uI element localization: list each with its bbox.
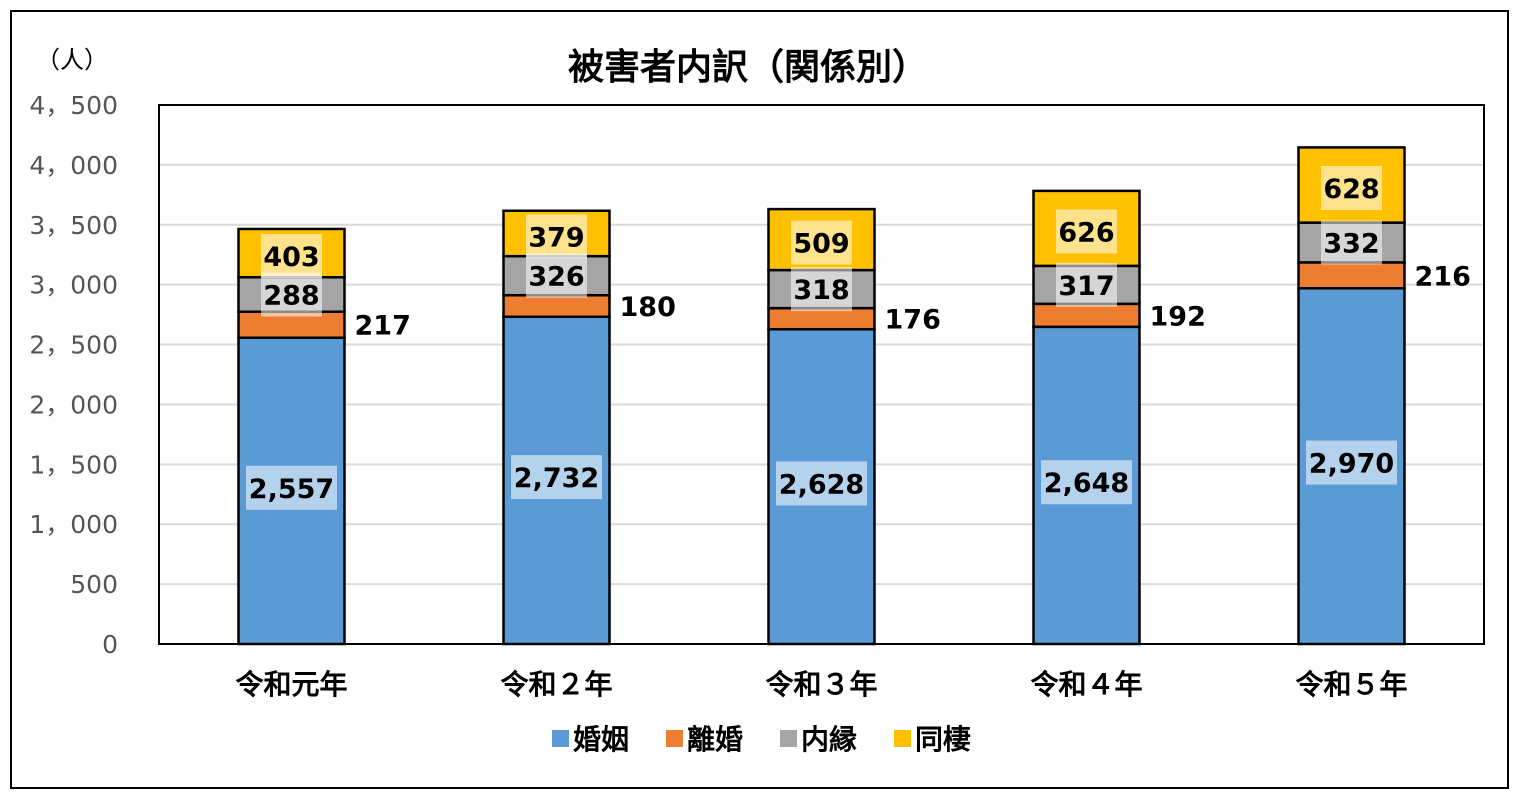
y-axis-unit: （人）: [36, 46, 108, 74]
x-tick-label: 令和２年: [500, 668, 612, 701]
y-tick-label: 3，500: [29, 211, 118, 240]
y-tick-label: 1，000: [29, 510, 118, 539]
y-tick-label: 500: [70, 570, 118, 599]
legend-label: 離婚: [687, 723, 743, 756]
y-tick-label: 0: [102, 630, 118, 659]
legend-label: 内縁: [801, 723, 857, 756]
data-labels: 2,557 217 288 403 2,732 180 326 379 2,628 176 318 5…: [246, 166, 1471, 510]
data-label: 509: [793, 229, 849, 260]
data-label-background: [1041, 460, 1132, 505]
data-label: 628: [1323, 174, 1379, 205]
data-label: 317: [1058, 271, 1114, 302]
data-label: 2,970: [1309, 449, 1394, 480]
bar-segment-離婚: [767, 306, 876, 331]
legend-swatch-婚姻: [552, 730, 569, 747]
data-label: 176: [885, 305, 941, 336]
data-label: 2,732: [514, 463, 599, 494]
data-label: 288: [263, 280, 319, 311]
x-axis-ticks: 令和元年 令和２年 令和３年 令和４年 令和５年: [235, 668, 1407, 701]
chart-title: 被害者内訳（関係別）: [568, 47, 928, 88]
data-label-background: [526, 214, 587, 259]
data-label: 2,628: [779, 469, 864, 500]
x-tick-label: 令和４年: [1030, 668, 1142, 701]
y-tick-label: 4，500: [29, 91, 118, 120]
data-label-background: [246, 465, 337, 510]
data-label: 180: [620, 292, 676, 323]
data-label: 217: [355, 311, 411, 342]
legend-label: 同棲: [915, 723, 971, 756]
y-axis-ticks: 0 500 1，000 1，500 2，000 2，500 3，000 3，500 4，000 4…: [29, 91, 118, 659]
legend: 婚姻 離婚 内縁 同棲: [552, 723, 971, 756]
data-label: 216: [1415, 261, 1471, 292]
y-tick-label: 2，500: [29, 331, 118, 360]
y-tick-label: 3，000: [29, 271, 118, 300]
data-label-background: [791, 267, 852, 312]
data-label: 626: [1058, 217, 1114, 248]
data-label: 2,648: [1044, 468, 1129, 499]
data-label-background: [526, 253, 587, 298]
data-label-background: [261, 234, 322, 279]
plot-area-border: [158, 104, 1485, 645]
data-label: 403: [263, 242, 319, 273]
y-tick-label: 1，500: [29, 450, 118, 479]
data-label: 379: [528, 222, 584, 253]
y-tick-label: 2，000: [29, 390, 118, 419]
data-label: 2,557: [249, 474, 334, 505]
data-label-background: [511, 455, 602, 500]
legend-swatch-離婚: [666, 730, 683, 747]
data-label-background: [1321, 220, 1382, 265]
y-tick-label: 4，000: [29, 151, 118, 180]
legend-swatch-同棲: [894, 730, 911, 747]
bar-segment-離婚: [502, 293, 611, 319]
x-tick-label: 令和５年: [1295, 668, 1407, 701]
bar-segment-離婚: [1032, 302, 1141, 329]
data-label: 318: [793, 275, 849, 306]
data-label-background: [261, 272, 322, 317]
data-label-background: [1321, 166, 1382, 211]
x-tick-label: 令和元年: [235, 668, 347, 701]
data-label: 332: [1323, 229, 1379, 260]
data-label-background: [1306, 440, 1397, 485]
bar-segment-離婚: [1297, 261, 1406, 290]
data-label-background: [1056, 262, 1117, 307]
data-label: 326: [528, 262, 584, 293]
x-tick-label: 令和３年: [765, 668, 877, 701]
legend-swatch-内縁: [780, 730, 797, 747]
data-label-background: [776, 461, 867, 506]
legend-label: 婚姻: [573, 723, 629, 756]
data-label-background: [1056, 209, 1117, 254]
data-label: 192: [1150, 301, 1206, 332]
data-label-background: [791, 220, 852, 265]
